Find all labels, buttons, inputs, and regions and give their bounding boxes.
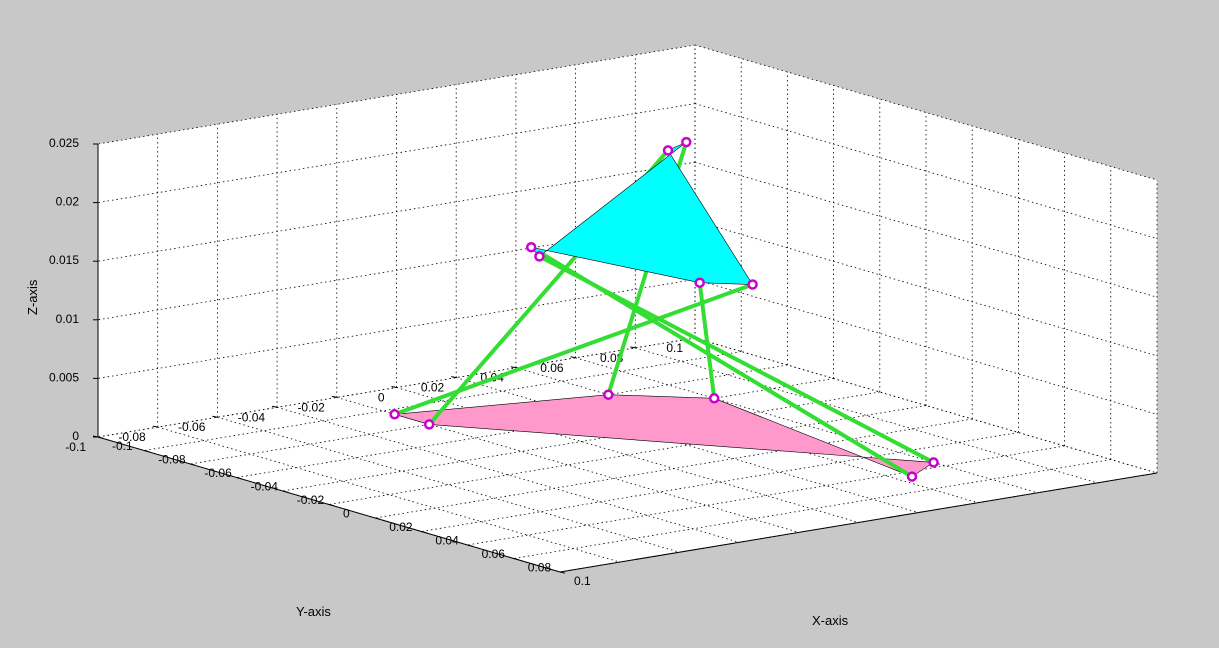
x-tick-mark	[190, 463, 196, 466]
y-tick-mark	[152, 425, 158, 428]
y-tick-mark	[451, 376, 457, 379]
grid-line	[336, 397, 799, 533]
platform-plot	[389, 136, 939, 482]
x-tick-mark	[144, 450, 150, 453]
y-axis-label: Y-axis	[296, 604, 331, 619]
z-axis-label: Z-axis	[25, 279, 40, 315]
x-tick-mark	[97, 436, 104, 439]
x-tick-label: 0.08	[528, 561, 552, 575]
z-tick-label: 0.005	[49, 370, 79, 384]
x-tick-mark	[236, 477, 242, 480]
grid-line	[694, 161, 1158, 298]
z-tick-label: 0	[72, 429, 79, 443]
leg-line	[392, 282, 755, 417]
y-tick-label: -0.02	[297, 400, 325, 414]
y-tick-mark	[391, 386, 397, 388]
x-tick-label: 0	[343, 507, 350, 521]
grid-line	[694, 279, 1158, 415]
x-tick-label: 0.04	[435, 534, 459, 548]
y-tick-mark	[510, 366, 516, 369]
y-tick-label: 0.02	[421, 381, 445, 395]
x-tick-mark	[328, 504, 335, 507]
y-tick-label: -0.04	[238, 410, 266, 424]
joint-marker	[662, 145, 674, 156]
y-tick-mark	[212, 415, 218, 418]
z-tick-label: 0.02	[56, 195, 80, 209]
grid-line	[97, 279, 696, 379]
joint-marker	[525, 241, 537, 253]
grid-line	[635, 347, 1098, 484]
grid-line	[97, 44, 696, 145]
y-tick-mark	[331, 395, 337, 398]
joint-marker	[603, 389, 614, 400]
x-tick-label: -0.1	[112, 439, 133, 453]
z-tick-label: 0.025	[49, 136, 79, 150]
y-tick-label: -0.06	[178, 420, 206, 434]
grid-line	[396, 387, 859, 523]
joint-marker	[747, 279, 758, 290]
joint-marker	[928, 457, 939, 468]
y-tick-label: -0.08	[118, 430, 146, 444]
y-axis-line	[559, 472, 1158, 573]
grid-line	[456, 377, 919, 513]
joint-marker	[708, 393, 720, 404]
grid-line	[217, 416, 680, 553]
grid-line	[515, 367, 979, 504]
z-tick-label: 0.01	[56, 312, 80, 326]
x-tick-label: 0.1	[574, 574, 591, 588]
back-wall-pane	[695, 45, 1157, 473]
y-tick-mark	[630, 346, 636, 349]
grid-line	[467, 445, 1065, 546]
grid-line	[328, 405, 927, 505]
grid-line	[276, 406, 740, 543]
y-tick-label: 0	[378, 391, 385, 405]
grid-line	[157, 426, 620, 563]
z-tick-label: 0.015	[49, 253, 79, 267]
grid-line	[694, 337, 1158, 474]
y-tick-label: -0.1	[65, 440, 86, 454]
y-tick-mark	[570, 356, 576, 359]
grid-line	[97, 220, 696, 321]
x-tick-mark	[375, 517, 381, 520]
y-tick-mark	[272, 405, 278, 408]
x-tick-mark	[513, 558, 519, 561]
joint-marker	[534, 251, 545, 262]
grid-line	[575, 357, 1038, 494]
axes-panes	[98, 45, 1157, 572]
y-tick-label: 0.1	[666, 341, 683, 355]
grid-line	[282, 391, 880, 492]
grid-line	[421, 432, 1019, 532]
x-tick-label: -0.06	[204, 466, 232, 480]
joint-marker	[681, 136, 692, 148]
grid-line	[144, 351, 742, 451]
joint-marker	[423, 419, 435, 430]
y-tick-label: 0.06	[540, 361, 564, 375]
x-tick-label: 0.06	[482, 547, 506, 561]
axes-box	[92, 143, 1158, 574]
grid-line	[694, 220, 1158, 357]
x-axis-label: X-axis	[812, 613, 849, 628]
x-tick-mark	[421, 531, 427, 534]
leg-line	[537, 254, 936, 465]
x-tick-label: -0.04	[251, 480, 279, 494]
x-tick-label: -0.02	[297, 493, 325, 507]
x-tick-label: 0.02	[389, 520, 413, 534]
side-wall-pane	[98, 45, 695, 437]
x-tick-mark	[282, 490, 288, 493]
grid-line	[97, 103, 696, 203]
x-tick-mark	[467, 544, 473, 547]
joint-marker	[389, 409, 400, 420]
joint-marker	[694, 277, 705, 288]
x-tick-label: -0.08	[158, 453, 186, 467]
x-tick-mark	[559, 571, 566, 574]
grid-line	[97, 161, 696, 262]
grid-line	[694, 44, 1158, 181]
grid-line	[694, 103, 1158, 239]
joint-marker	[906, 471, 918, 482]
